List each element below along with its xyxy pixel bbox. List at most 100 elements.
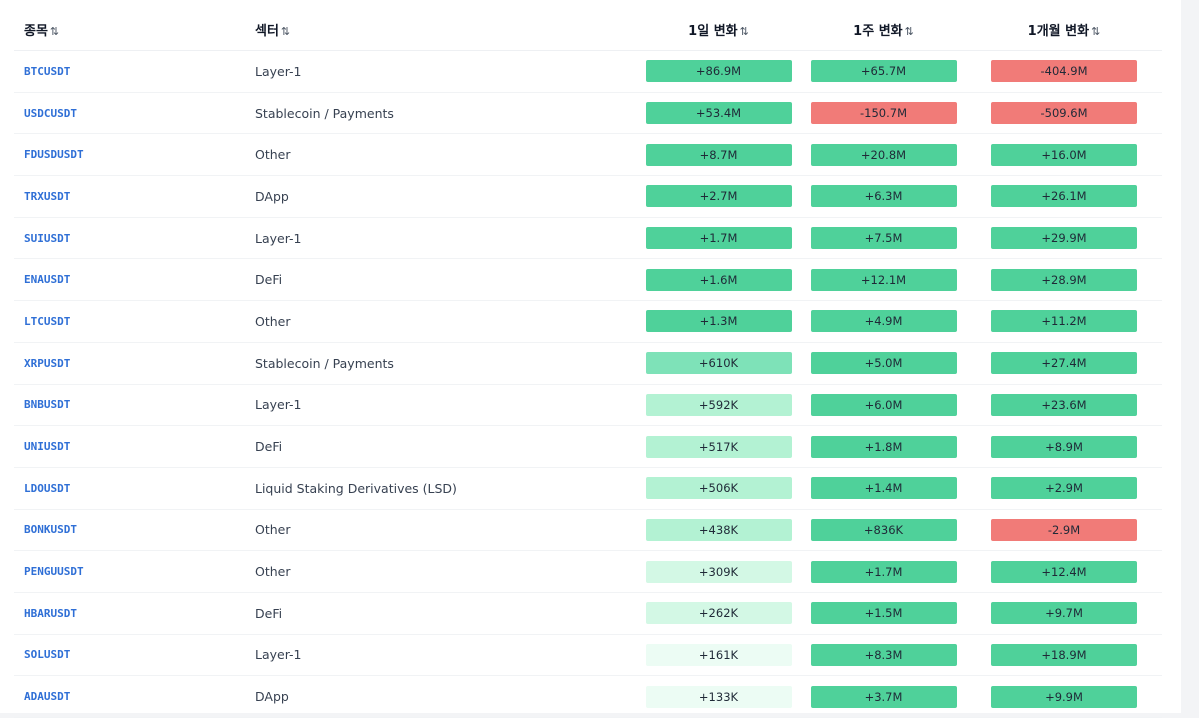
sector-cell: Other xyxy=(245,300,636,343)
change-1m-cell: +23.6M xyxy=(966,384,1162,427)
symbol-link[interactable]: TRXUSDT xyxy=(14,175,245,218)
change-1d-value: +262K xyxy=(645,602,792,625)
change-1w-cell: +6.3M xyxy=(801,175,966,218)
symbol-link[interactable]: SOLUSDT xyxy=(14,634,245,677)
change-1d-value: +592K xyxy=(645,393,792,416)
table-row[interactable]: PENGUUSDT Other +309K +1.7M +12.4M xyxy=(14,550,1162,593)
change-1m-value: -2.9M xyxy=(991,518,1137,541)
change-1w-value: +5.0M xyxy=(810,352,957,375)
sector-cell: Layer-1 xyxy=(245,384,636,427)
change-1m-value: -404.9M xyxy=(991,60,1137,83)
table-row[interactable]: BNBUSDT Layer-1 +592K +6.0M +23.6M xyxy=(14,384,1162,427)
change-1d-cell: +1.3M xyxy=(636,300,801,343)
scrollbar-track[interactable] xyxy=(1181,0,1199,713)
symbol-link[interactable]: BNBUSDT xyxy=(14,384,245,427)
table-row[interactable]: BONKUSDT Other +438K +836K -2.9M xyxy=(14,509,1162,552)
column-header-sector[interactable]: 섹터 ⇅ xyxy=(245,8,636,51)
change-1d-value: +161K xyxy=(645,643,792,666)
change-1d-cell: +86.9M xyxy=(636,50,801,93)
change-1m-value: +8.9M xyxy=(991,435,1137,458)
change-1d-value: +517K xyxy=(645,435,792,458)
symbol-link[interactable]: ADAUSDT xyxy=(14,675,245,718)
sector-cell: Layer-1 xyxy=(245,50,636,93)
change-1m-value: +23.6M xyxy=(991,393,1137,416)
change-1m-cell: +26.1M xyxy=(966,175,1162,218)
sector-cell: Stablecoin / Payments xyxy=(245,92,636,135)
symbol-link[interactable]: FDUSDUSDT xyxy=(14,133,245,177)
change-1w-cell: -150.7M xyxy=(801,92,966,135)
change-1w-cell: +20.8M xyxy=(801,133,966,177)
change-1d-cell: +262K xyxy=(636,592,801,635)
symbol-link[interactable]: BTCUSDT xyxy=(14,50,245,93)
table-row[interactable]: TRXUSDT DApp +2.7M +6.3M +26.1M xyxy=(14,175,1162,218)
change-1m-value: +9.9M xyxy=(991,685,1137,708)
change-1w-value: +1.4M xyxy=(810,477,957,500)
change-1m-cell: +12.4M xyxy=(966,550,1162,593)
change-1w-cell: +836K xyxy=(801,509,966,552)
table-row[interactable]: HBARUSDT DeFi +262K +1.5M +9.7M xyxy=(14,592,1162,635)
change-1m-value: +9.7M xyxy=(991,602,1137,625)
change-1d-value: +1.7M xyxy=(645,227,792,250)
change-1d-cell: +506K xyxy=(636,467,801,510)
change-1w-value: +836K xyxy=(810,518,957,541)
column-header-1m-change[interactable]: 1개월 변화 ⇅ xyxy=(966,8,1162,51)
table-row[interactable]: USDCUSDT Stablecoin / Payments +53.4M -150.… xyxy=(14,92,1162,135)
change-1d-cell: +610K xyxy=(636,342,801,385)
change-1d-value: +438K xyxy=(645,518,792,541)
symbol-link[interactable]: ENAUSDT xyxy=(14,258,245,302)
change-1w-value: +4.9M xyxy=(810,310,957,333)
table-header-row: 종목 ⇅ 섹터 ⇅ 1일 변화 ⇅ 1주 변화 ⇅ 1개월 변화 ⇅ xyxy=(14,8,1162,51)
sort-icon[interactable]: ⇅ xyxy=(280,24,291,38)
change-1w-cell: +12.1M xyxy=(801,258,966,302)
table-row[interactable]: UNIUSDT DeFi +517K +1.8M +8.9M xyxy=(14,425,1162,468)
change-1d-value: +1.3M xyxy=(645,310,792,333)
table-row[interactable]: LTCUSDT Other +1.3M +4.9M +11.2M xyxy=(14,300,1162,343)
change-1d-cell: +1.7M xyxy=(636,217,801,260)
change-1m-value: +11.2M xyxy=(991,310,1137,333)
column-header-1d-change[interactable]: 1일 변화 ⇅ xyxy=(636,8,801,51)
change-1m-cell: +29.9M xyxy=(966,217,1162,260)
column-header-label: 섹터 xyxy=(255,23,279,39)
column-header-label: 1주 변화 xyxy=(853,23,903,39)
change-1d-value: +53.4M xyxy=(645,102,792,125)
change-1m-cell: -404.9M xyxy=(966,50,1162,93)
table-row[interactable]: SOLUSDT Layer-1 +161K +8.3M +18.9M xyxy=(14,634,1162,677)
table-row[interactable]: ENAUSDT DeFi +1.6M +12.1M +28.9M xyxy=(14,258,1162,302)
change-1w-cell: +1.5M xyxy=(801,592,966,635)
column-header-label: 종목 xyxy=(24,23,48,39)
symbol-link[interactable]: UNIUSDT xyxy=(14,425,245,468)
sort-icon[interactable]: ⇅ xyxy=(904,24,914,38)
symbol-link[interactable]: LDOUSDT xyxy=(14,467,245,510)
change-1m-cell: +8.9M xyxy=(966,425,1162,468)
symbol-link[interactable]: HBARUSDT xyxy=(14,592,245,635)
symbol-link[interactable]: SUIUSDT xyxy=(14,217,245,260)
table-row[interactable]: FDUSDUSDT Other +8.7M +20.8M +16.0M xyxy=(14,133,1162,177)
table-row[interactable]: LDOUSDT Liquid Staking Derivatives (LSD) +… xyxy=(14,467,1162,510)
sort-icon[interactable]: ⇅ xyxy=(1091,24,1101,38)
sort-icon[interactable]: ⇅ xyxy=(739,24,749,38)
column-header-1w-change[interactable]: 1주 변화 ⇅ xyxy=(801,8,966,51)
sector-cell: Other xyxy=(245,133,636,177)
table-row[interactable]: BTCUSDT Layer-1 +86.9M +65.7M -404.9M xyxy=(14,50,1162,93)
symbol-link[interactable]: BONKUSDT xyxy=(14,509,245,552)
change-1d-cell: +161K xyxy=(636,634,801,677)
table-row[interactable]: ADAUSDT DApp +133K +3.7M +9.9M xyxy=(14,675,1162,718)
change-1w-cell: +1.8M xyxy=(801,425,966,468)
symbol-link[interactable]: XRPUSDT xyxy=(14,342,245,385)
sort-icon[interactable]: ⇅ xyxy=(49,24,60,38)
table-row[interactable]: SUIUSDT Layer-1 +1.7M +7.5M +29.9M xyxy=(14,217,1162,260)
change-1d-cell: +309K xyxy=(636,550,801,593)
symbol-link[interactable]: USDCUSDT xyxy=(14,92,245,135)
sector-cell: DeFi xyxy=(245,425,636,468)
change-1d-cell: +1.6M xyxy=(636,258,801,302)
symbol-link[interactable]: PENGUUSDT xyxy=(14,550,245,593)
symbol-link[interactable]: LTCUSDT xyxy=(14,300,245,343)
change-1w-value: +12.1M xyxy=(810,268,957,291)
table-row[interactable]: XRPUSDT Stablecoin / Payments +610K +5.0M +2… xyxy=(14,342,1162,385)
change-1w-cell: +3.7M xyxy=(801,675,966,718)
change-1w-cell: +6.0M xyxy=(801,384,966,427)
column-header-symbol[interactable]: 종목 ⇅ xyxy=(14,8,245,51)
change-1d-cell: +53.4M xyxy=(636,92,801,135)
sector-cell: Other xyxy=(245,509,636,552)
change-1w-value: +6.3M xyxy=(810,185,957,208)
